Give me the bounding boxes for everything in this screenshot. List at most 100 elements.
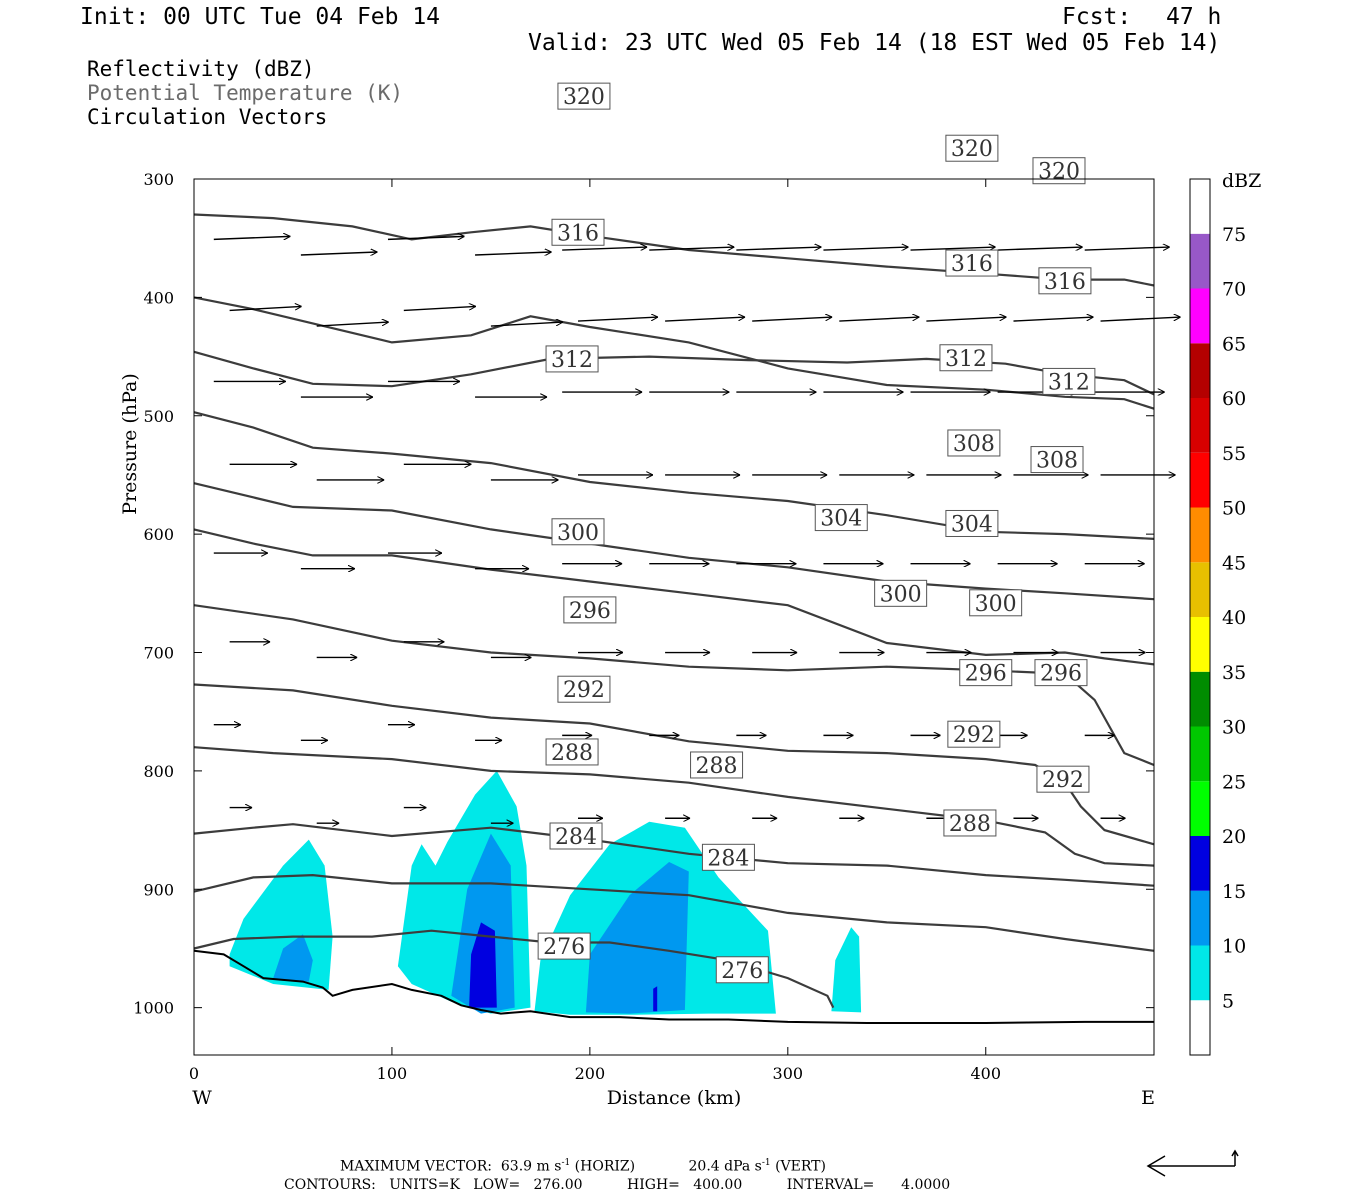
vector-arrow	[1084, 247, 1170, 250]
forecast-label: Fcst:	[1062, 4, 1132, 30]
theta-label-box-296-1	[959, 659, 1013, 687]
theta-label-300-0: 300	[557, 521, 599, 546]
theta-label-296-2: 296	[1040, 662, 1082, 687]
theta-contour-labels: 276 276 284 284 288 288 288 292 292 292 296 296 296 3…	[537, 82, 1096, 984]
colorbar-label-15: 15	[1222, 881, 1246, 903]
theta-label-276-0: 276	[543, 935, 585, 960]
field-circulation-vectors: Circulation Vectors	[87, 105, 328, 129]
colorbar-swatch-15	[1190, 179, 1210, 234]
plot-frame	[193, 178, 1155, 1056]
theta-label-316-1: 316	[951, 252, 993, 277]
theta-label-320-2: 320	[1038, 160, 1080, 185]
theta-label-316-0: 316	[557, 221, 599, 246]
vector-arrow	[316, 322, 389, 327]
reflectivity-fills	[229, 770, 862, 1015]
theta-label-box-300-2	[969, 589, 1023, 617]
max-vector-label: MAXIMUM VECTOR:	[340, 1158, 492, 1175]
reflectivity-cell-6	[585, 862, 689, 1014]
theta-label-box-320-1	[945, 134, 999, 162]
x-axis-label: Distance (km)	[607, 1087, 742, 1109]
theta-label-288-1: 288	[696, 754, 738, 779]
colorbar-label-55: 55	[1222, 443, 1246, 465]
theta-contour-288	[193, 746, 1155, 867]
colorbar-label-30: 30	[1222, 717, 1246, 739]
colorbar-label-70: 70	[1222, 279, 1246, 301]
vector-arrow	[387, 236, 465, 239]
theta-label-box-296-2	[1034, 659, 1088, 687]
theta-label-296-1: 296	[965, 662, 1007, 687]
vector-arrow	[736, 247, 821, 250]
theta-label-292-0: 292	[563, 678, 605, 703]
y-tick-label-900: 900	[143, 880, 174, 899]
theta-label-box-300-0	[551, 518, 605, 546]
x-tick-label-100: 100	[377, 1064, 408, 1083]
theta-contour-280	[193, 873, 1155, 952]
theta-contour-304	[193, 482, 1155, 601]
colorbar-swatch-6	[1190, 671, 1210, 727]
colorbar-label-35: 35	[1222, 662, 1246, 684]
theta-label-box-308-1	[1030, 446, 1084, 474]
theta-contour-300	[193, 528, 1155, 666]
y-axis-label: Pressure (hPa)	[119, 373, 141, 515]
x-tick-label-300: 300	[773, 1064, 804, 1083]
theta-label-288-2: 288	[949, 812, 991, 837]
reflectivity-cell-4	[469, 922, 497, 1008]
vector-arrow	[403, 306, 476, 312]
colorbar-label-10: 10	[1222, 936, 1246, 958]
theta-label-box-304-1	[945, 509, 999, 537]
theta-label-box-304-0	[814, 504, 868, 532]
vector-arrow	[1100, 317, 1181, 322]
forecast-hour: 47 h	[1166, 4, 1222, 30]
colorbar-swatch-8	[1190, 562, 1210, 617]
colorbar-frame	[1189, 178, 1211, 1056]
theta-label-312-0: 312	[551, 348, 593, 373]
theta-label-296-0: 296	[569, 599, 611, 624]
theta-label-box-284-0	[549, 822, 603, 850]
field-reflectivity: Reflectivity (dBZ)	[87, 57, 315, 81]
theta-contour-284	[193, 823, 1155, 887]
theta-label-box-320-0	[557, 82, 611, 110]
y-tick-label-600: 600	[143, 525, 174, 544]
vector-arrow	[997, 247, 1083, 250]
colorbar-label-40: 40	[1222, 607, 1246, 629]
reflectivity-cell-7	[653, 986, 658, 1012]
reference-vector-icon	[1146, 1149, 1239, 1177]
init-time: Init: 00 UTC Tue 04 Feb 14	[80, 4, 441, 30]
theta-contour-308	[193, 411, 1155, 540]
y-tick-label-500: 500	[143, 407, 174, 426]
max-vector-horiz: 63.9 m s	[500, 1158, 562, 1175]
theta-label-box-308-0	[947, 429, 1001, 457]
colorbar-swatch-14	[1190, 233, 1210, 289]
colorbar-swatch-10	[1190, 452, 1210, 508]
vector-arrow	[839, 317, 919, 322]
vector-arrow	[475, 252, 551, 255]
y-tick-label-300: 300	[143, 170, 174, 189]
theta-label-312-2: 312	[1048, 370, 1090, 395]
vector-arrow	[1013, 317, 1093, 322]
theta-label-box-288-1	[690, 751, 744, 779]
theta-label-320-0: 320	[563, 85, 605, 110]
east-label: E	[1141, 1087, 1155, 1109]
theta-contour-292	[193, 683, 1155, 846]
terrain-line	[193, 949, 1154, 1024]
theta-label-box-292-2	[1036, 765, 1090, 793]
vector-arrow	[229, 306, 302, 312]
vector-arrow	[665, 317, 745, 322]
theta-label-312-1: 312	[945, 347, 987, 372]
theta-label-276-1: 276	[721, 959, 763, 984]
theta-label-box-276-1	[715, 956, 769, 984]
circulation-vectors	[213, 236, 1181, 823]
theta-label-320-1: 320	[951, 137, 993, 162]
contours-line: CONTOURS: UNITS=K LOW= 276.00 HIGH= 400.…	[284, 1177, 951, 1193]
theta-label-box-292-1	[947, 720, 1001, 748]
colorbar-swatch-2	[1190, 890, 1210, 946]
colorbar-swatch-11	[1190, 398, 1210, 453]
theta-contour-312	[193, 350, 1155, 396]
colorbar-label-20: 20	[1222, 826, 1246, 848]
vector-arrow	[577, 317, 658, 322]
reflectivity-cell-1	[273, 934, 313, 982]
y-tick-label-1000: 1000	[133, 999, 174, 1018]
field-potential-temperature: Potential Temperature (K)	[87, 81, 404, 105]
x-tick-label-0: 0	[189, 1064, 199, 1083]
theta-contour-296	[193, 604, 1155, 767]
